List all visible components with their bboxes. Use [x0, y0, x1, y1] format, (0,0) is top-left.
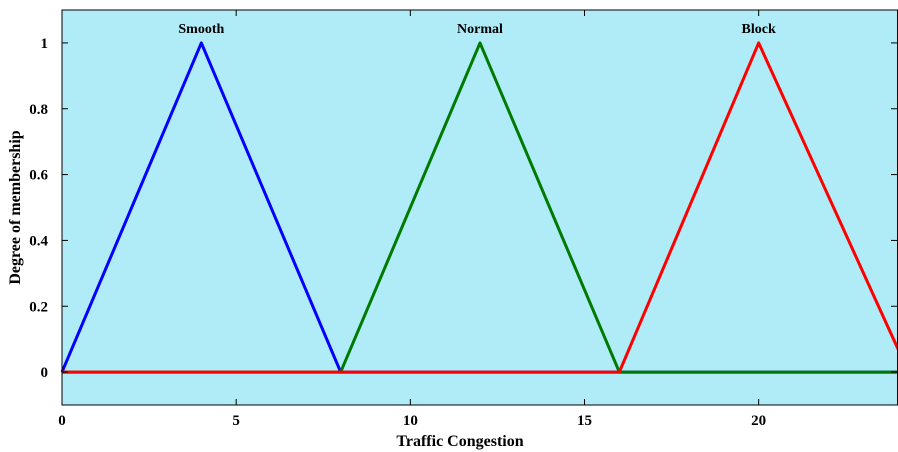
y-tick-label: 0.6	[29, 168, 48, 184]
x-tick-label: 10	[403, 413, 418, 429]
x-tick-label: 0	[58, 413, 66, 429]
annotation-block: Block	[742, 22, 776, 37]
annotation-smooth: Smooth	[178, 22, 224, 37]
y-tick-label: 1	[41, 36, 49, 52]
x-tick-label: 20	[751, 413, 766, 429]
y-tick-label: 0	[41, 365, 49, 381]
x-axis-label: Traffic Congestion	[396, 433, 523, 450]
y-axis-label: Degree of membership	[7, 130, 24, 284]
annotation-layer: Smooth Normal Block	[178, 22, 776, 37]
plot-area	[62, 10, 898, 405]
ticks-layer: 0 5 10 15 20 0 0.2 0.4 0.6 0.8 1	[29, 10, 897, 429]
annotation-normal: Normal	[457, 22, 503, 37]
x-tick-label: 5	[232, 413, 240, 429]
y-tick-label: 0.2	[29, 299, 48, 315]
series-line-block	[62, 41, 898, 374]
x-tick-label: 15	[577, 413, 592, 429]
y-tick-label: 0.4	[29, 233, 48, 249]
series-layer	[60, 41, 898, 374]
y-tick-label: 0.8	[29, 102, 48, 118]
